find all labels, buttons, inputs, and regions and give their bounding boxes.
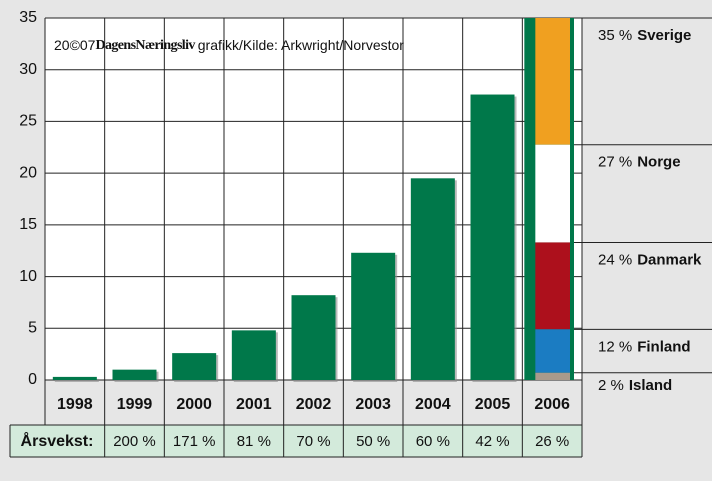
breakdown-name: Sverige [637, 27, 691, 44]
y-tick-label: 20 [19, 164, 37, 181]
growth-value: 70 % [296, 433, 330, 450]
growth-value: 50 % [356, 433, 390, 450]
bar [470, 94, 515, 380]
breakdown-label: 35 % Sverige [598, 27, 691, 44]
breakdown-value: 35 % [598, 27, 632, 44]
bar [172, 353, 217, 380]
x-tick-label: 1998 [57, 396, 93, 413]
bar-shadow [54, 378, 99, 382]
y-tick-label: 25 [19, 113, 37, 130]
breakdown-name: Norge [637, 154, 680, 171]
breakdown-name: Finland [637, 338, 690, 355]
source: 20©07DagensNæringsliv grafikk/Kilde: Arkw… [54, 37, 404, 54]
breakdown-segment [535, 329, 571, 373]
breakdown-value: 12 % [598, 338, 632, 355]
bar [291, 295, 336, 380]
y-tick-label: 10 [19, 268, 37, 285]
growth-row-background [10, 425, 582, 457]
breakdown-value: 24 % [598, 251, 632, 268]
x-tick-label: 2006 [534, 396, 570, 413]
breakdown-label: 24 % Danmark [598, 251, 702, 268]
y-tick-label: 30 [19, 61, 37, 78]
source-year: 20©07 [54, 37, 96, 53]
breakdown-value: 27 % [598, 154, 632, 171]
growth-value: 42 % [475, 433, 509, 450]
bar [231, 330, 276, 380]
x-tick-label: 2002 [296, 396, 332, 413]
y-tick-label: 5 [28, 320, 37, 337]
breakdown-value: 2 % [598, 377, 624, 394]
growth-value: 200 % [113, 433, 156, 450]
x-tick-label: 2003 [355, 396, 391, 413]
growth-value: 171 % [173, 433, 216, 450]
growth-value: 26 % [535, 433, 569, 450]
growth-label: Årsvekst: [21, 431, 94, 450]
breakdown-name: Danmark [637, 251, 702, 268]
x-tick-label: 2001 [236, 396, 272, 413]
growth-value: 81 % [237, 433, 271, 450]
x-tick-label: 1999 [117, 396, 153, 413]
breakdown-label: 27 % Norge [598, 154, 681, 171]
breakdown-segment [535, 144, 571, 243]
bar [52, 376, 97, 380]
bar [112, 369, 157, 380]
y-tick-label: 35 [19, 9, 37, 26]
breakdown-segment [535, 18, 571, 145]
source-brand: DagensNæringsliv [95, 38, 195, 53]
x-tick-label: 2000 [176, 396, 212, 413]
x-tick-label: 2005 [475, 396, 511, 413]
growth-value: 60 % [416, 433, 450, 450]
breakdown-label: 12 % Finland [598, 338, 691, 355]
bar [410, 178, 455, 380]
breakdown-name: Island [629, 377, 672, 394]
y-tick-label: 15 [19, 216, 37, 233]
y-tick-label: 0 [28, 371, 37, 388]
source-text: grafikk/Kilde: Arkwright/Norvestor [198, 37, 405, 53]
breakdown-label: 2 % Island [598, 377, 672, 394]
x-tick-label: 2004 [415, 396, 451, 413]
breakdown-segment [535, 242, 571, 330]
breakdown-segment [535, 372, 571, 380]
bar [351, 252, 396, 380]
